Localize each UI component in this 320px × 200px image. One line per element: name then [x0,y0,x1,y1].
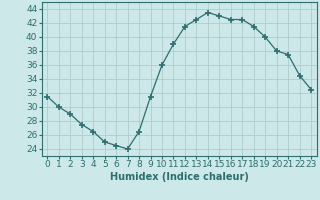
X-axis label: Humidex (Indice chaleur): Humidex (Indice chaleur) [110,172,249,182]
